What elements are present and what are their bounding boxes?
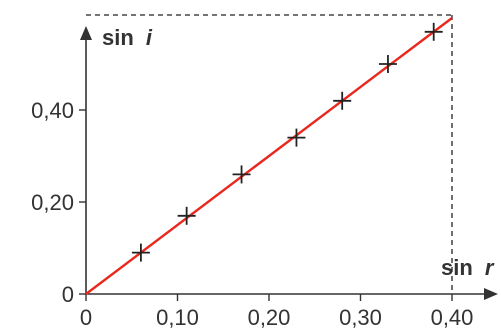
y-axis-label-var: i — [146, 25, 153, 50]
axes — [80, 26, 498, 300]
data-point — [131, 243, 150, 262]
x-axis-label-main: sin — [441, 255, 473, 280]
x-tick-label: 0,30 — [339, 305, 382, 330]
x-tick-label: 0,20 — [248, 305, 291, 330]
data-points — [131, 22, 443, 262]
x-axis-label: sin r — [441, 255, 495, 280]
data-point — [424, 22, 443, 41]
x-axis-label-var: r — [485, 255, 495, 280]
dashed-bounding-box — [86, 14, 453, 294]
y-axis-label: sin i — [102, 25, 153, 50]
x-tick-label: 0,40 — [431, 305, 474, 330]
ticks: 0 0,10 0,20 0,30 0,40 0 0,20 0,40 — [31, 98, 473, 330]
data-point — [378, 55, 397, 73]
data-point — [287, 128, 306, 147]
x-tick-label: 0 — [80, 305, 92, 330]
y-tick-label: 0,20 — [31, 190, 74, 215]
y-axis-arrow — [80, 26, 92, 40]
data-point — [177, 206, 196, 225]
y-tick-label: 0,40 — [31, 98, 74, 123]
data-point — [232, 165, 251, 184]
x-tick-label: 0,10 — [156, 305, 199, 330]
y-tick-label: 0 — [62, 282, 74, 307]
y-axis-label-main: sin — [102, 25, 134, 50]
x-axis-arrow — [484, 288, 498, 300]
data-point — [333, 91, 352, 110]
